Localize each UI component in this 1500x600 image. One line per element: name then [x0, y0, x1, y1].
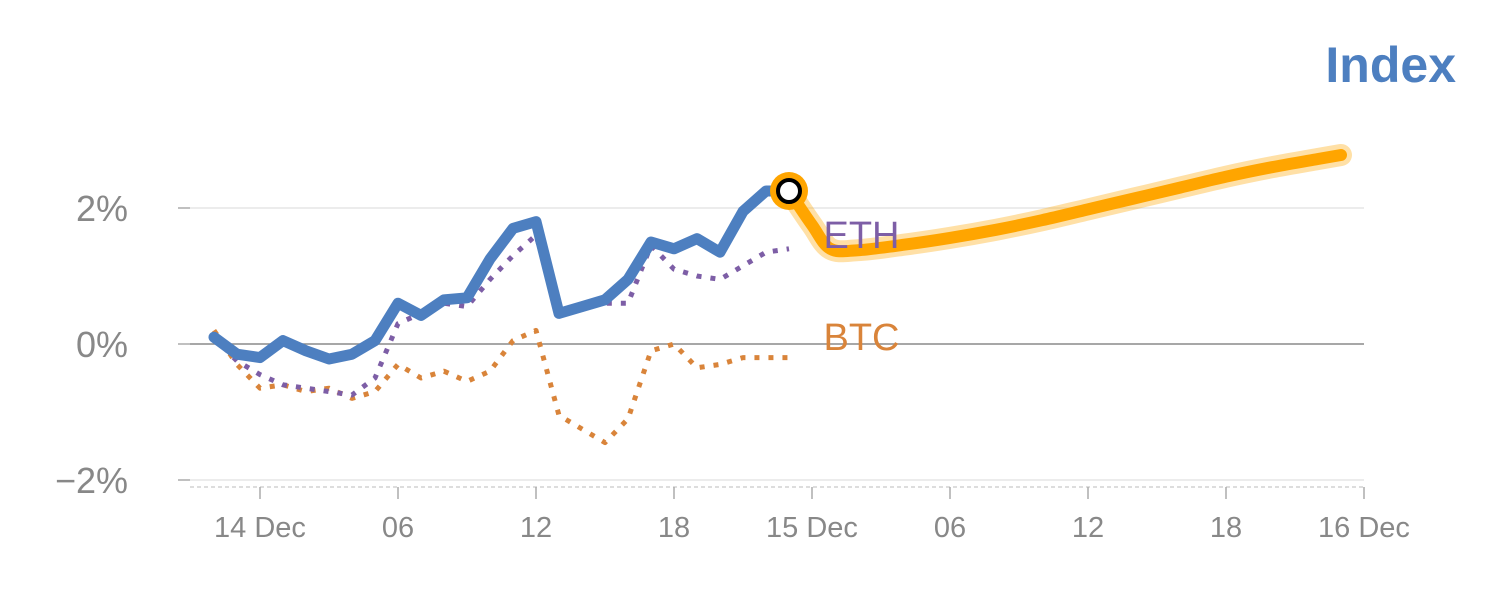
series-line-eth	[212, 232, 790, 398]
series-line-index	[208, 185, 795, 365]
x-tick-label: 16 Dec	[1318, 512, 1410, 544]
y-tick-label: 2%	[76, 188, 128, 229]
forecast-band	[783, 149, 1347, 258]
axis-layer: 2% 0% −2% 14 Dec 06 12 18 15 Dec 06 12 18 16 Dec	[55, 188, 1410, 544]
x-tick-label: 06	[934, 512, 966, 544]
series-label-btc: BTC	[824, 317, 900, 359]
series-layer	[208, 144, 1352, 446]
grid-layer	[190, 207, 1364, 481]
x-tick-label: 06	[382, 512, 414, 544]
y-tick-label: 0%	[76, 324, 128, 365]
x-tick-label: 15 Dec	[766, 512, 858, 544]
x-tick-label: 18	[1210, 512, 1242, 544]
y-tick-label: −2%	[55, 460, 128, 501]
chart-title: Index	[1325, 37, 1456, 93]
series-label-eth: ETH	[824, 215, 900, 257]
label-layer: ETH BTC	[824, 215, 900, 359]
x-tick-label: 12	[520, 512, 552, 544]
current-point-marker	[776, 178, 802, 204]
x-tick-label: 18	[658, 512, 690, 544]
x-tick-label: 12	[1072, 512, 1104, 544]
x-tick-label: 14 Dec	[214, 512, 306, 544]
